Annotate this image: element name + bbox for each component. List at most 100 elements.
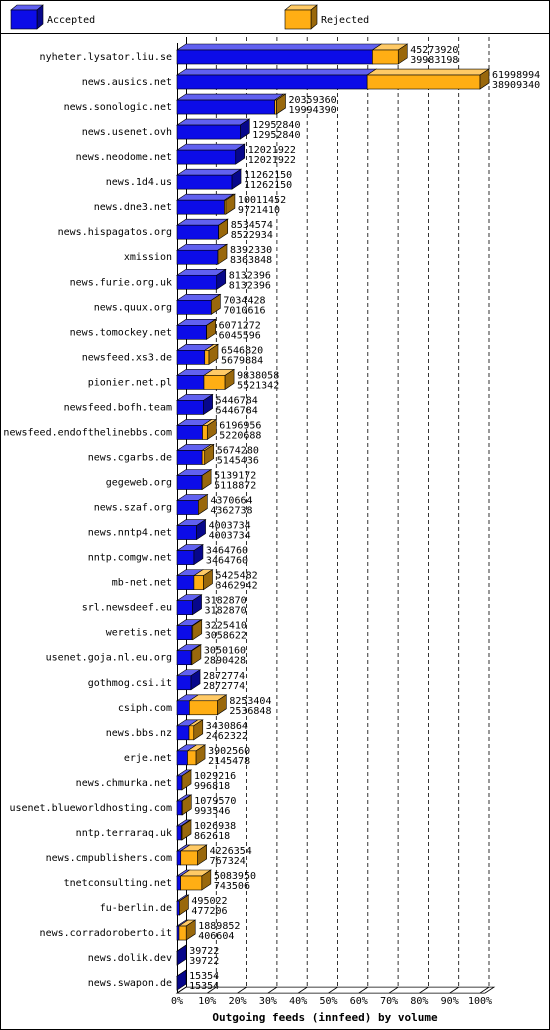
bar-top	[176, 168, 243, 176]
x-tick	[358, 986, 369, 994]
bar-side	[181, 819, 192, 841]
value-label: 2462322	[206, 731, 248, 742]
x-tick	[297, 986, 308, 994]
bar	[176, 725, 190, 741]
value-label: 2890428	[204, 656, 246, 667]
bar	[201, 450, 206, 465]
total-label: 39722	[189, 946, 219, 957]
bar	[176, 900, 180, 916]
y-tick-label: usenet.blueworldhosting.com	[9, 803, 172, 814]
bar-side	[211, 293, 221, 315]
y-tick-label: pionier.net.pl	[88, 377, 172, 388]
y-tick-label: news.bbs.nz	[106, 728, 172, 739]
x-tick	[267, 986, 278, 994]
bar	[176, 850, 182, 866]
y-tick-label: news.nntp4.net	[88, 528, 172, 539]
y-tick-label: news.ausics.net	[82, 77, 172, 88]
bar-side	[225, 193, 236, 215]
total-label: 1029216	[194, 771, 236, 782]
bar-side	[235, 143, 246, 165]
total-label: 20359360	[288, 95, 336, 106]
bar-top	[176, 118, 251, 126]
bar-side	[397, 43, 408, 65]
total-label: 12952840	[252, 120, 300, 131]
value-label: 39722	[189, 956, 219, 967]
bar-side	[181, 794, 192, 816]
bar-side	[185, 919, 196, 941]
y-tick-label: news.cmpublishers.com	[46, 853, 172, 864]
bar-side	[479, 68, 490, 90]
bar	[176, 650, 192, 666]
bar-top	[366, 68, 490, 76]
total-label: 10011452	[238, 195, 286, 206]
y-tick-label: newsfeed.xs3.de	[82, 352, 172, 363]
y-tick-label: news.usenet.ovh	[82, 127, 172, 138]
total-label: 5083950	[214, 871, 256, 882]
total-label: 8392330	[230, 245, 272, 256]
x-tick-label: 30%	[259, 996, 277, 1007]
total-label: 61998994	[492, 70, 540, 81]
y-tick-label: news.neodome.net	[76, 152, 172, 163]
y-tick-label: news.corradoroberto.it	[40, 928, 172, 939]
x-tick	[388, 986, 399, 994]
bar	[187, 750, 197, 766]
total-label: 5674280	[217, 445, 259, 456]
bar	[176, 475, 203, 490]
x-tick-label: 0%	[171, 996, 183, 1007]
y-tick-label: gothmog.csi.it	[88, 678, 172, 689]
legend-label: Accepted	[47, 15, 95, 26]
y-tick-label: news.dolik.dev	[88, 953, 172, 964]
total-label: 1026938	[194, 821, 236, 832]
legend-label: Rejected	[321, 15, 369, 26]
x-tick	[207, 986, 217, 994]
bar	[176, 375, 205, 390]
x-tick-label: 40%	[289, 996, 307, 1007]
total-label: 9838058	[237, 370, 279, 381]
x-tick-label: 90%	[441, 996, 459, 1007]
x-tick	[328, 986, 338, 994]
bar	[176, 800, 183, 816]
total-label: 4370664	[210, 496, 252, 507]
total-label: 12021922	[248, 145, 296, 156]
y-tick-label: news.swapon.de	[88, 978, 172, 989]
value-label: 5145436	[217, 455, 259, 466]
bar	[176, 500, 199, 515]
x-tick-label: 20%	[229, 996, 247, 1007]
value-label: 5521342	[237, 380, 279, 391]
bar	[180, 875, 203, 891]
value-label: 4003734	[209, 531, 251, 542]
bar	[176, 625, 193, 640]
bar-side	[216, 268, 227, 290]
y-tick-label: news.tomockey.net	[70, 327, 172, 338]
total-label: 3464760	[206, 546, 248, 557]
y-tick-label: news.hispagatos.org	[58, 227, 172, 238]
x-tick	[176, 986, 187, 994]
value-label: 767324	[210, 856, 246, 867]
y-tick-label: news.1d4.us	[106, 177, 172, 188]
bar-side	[195, 744, 206, 766]
y-tick-label: newsfeed.bofh.team	[64, 402, 172, 413]
bar-side	[179, 894, 189, 916]
bar-side	[206, 318, 216, 340]
bar-side	[191, 644, 202, 666]
value-label: 12952840	[252, 130, 300, 141]
total-label: 3430864	[206, 721, 248, 732]
x-tick-label: 50%	[319, 996, 337, 1007]
bar	[176, 750, 188, 766]
bar	[176, 174, 233, 190]
y-tick-label: news.sonologic.net	[64, 102, 172, 113]
bar-side	[240, 118, 250, 140]
x-tick	[237, 986, 247, 994]
total-label: 4226354	[210, 846, 252, 857]
y-tick-label: srl.newsdeef.eu	[82, 603, 172, 614]
total-label: 3225410	[205, 621, 247, 632]
y-tick-label: erje.net	[124, 753, 172, 764]
bar-side	[276, 93, 286, 115]
bar-side	[181, 769, 192, 791]
bar	[372, 49, 399, 65]
value-label: 2536848	[229, 706, 271, 717]
bar	[176, 199, 225, 215]
total-label: 8253404	[229, 696, 271, 707]
bar	[176, 74, 368, 90]
